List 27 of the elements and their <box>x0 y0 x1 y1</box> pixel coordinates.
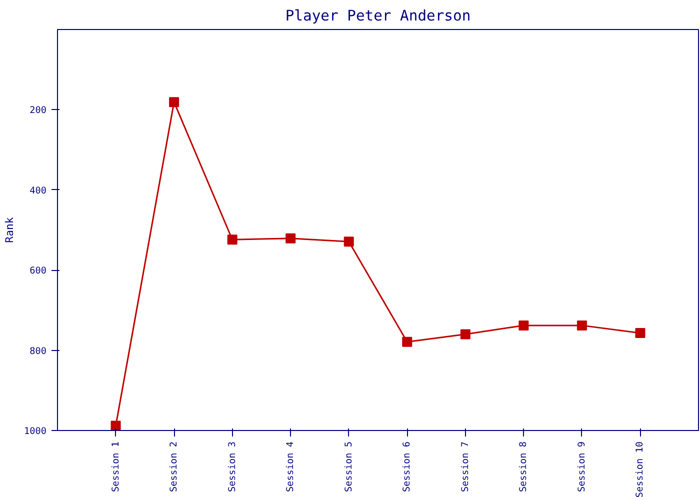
y-tick-label: 600 <box>30 266 47 277</box>
y-tick-label: 400 <box>30 185 47 196</box>
point <box>344 236 354 247</box>
x-tick-label: Session 3 <box>226 441 238 492</box>
point <box>402 336 412 347</box>
point <box>635 328 646 338</box>
x-tick-label: Session 8 <box>518 441 530 492</box>
y-tick-label: 200 <box>30 105 47 116</box>
y-axis-title: Rank <box>3 216 16 243</box>
point <box>286 233 296 244</box>
x-tick-label: Session 1 <box>110 441 122 492</box>
x-tick-label: Session 7 <box>460 441 471 492</box>
point <box>576 320 587 330</box>
x-tick-label: Session 9 <box>576 441 588 492</box>
point <box>169 97 180 108</box>
y-tick-label: 1000 <box>24 426 47 437</box>
x-tick-label: Session 6 <box>402 441 413 492</box>
x-tick-label: Session 2 <box>168 441 180 492</box>
point <box>518 320 529 330</box>
chart-title: Player Peter Anderson <box>285 8 471 24</box>
point <box>460 329 470 340</box>
point <box>110 420 121 430</box>
y-tick-label: 800 <box>30 346 47 357</box>
x-tick-label: Session 5 <box>343 441 354 492</box>
x-tick-label: Session 10 <box>634 441 646 498</box>
point <box>227 234 238 245</box>
x-tick-label: Session 4 <box>285 441 296 492</box>
